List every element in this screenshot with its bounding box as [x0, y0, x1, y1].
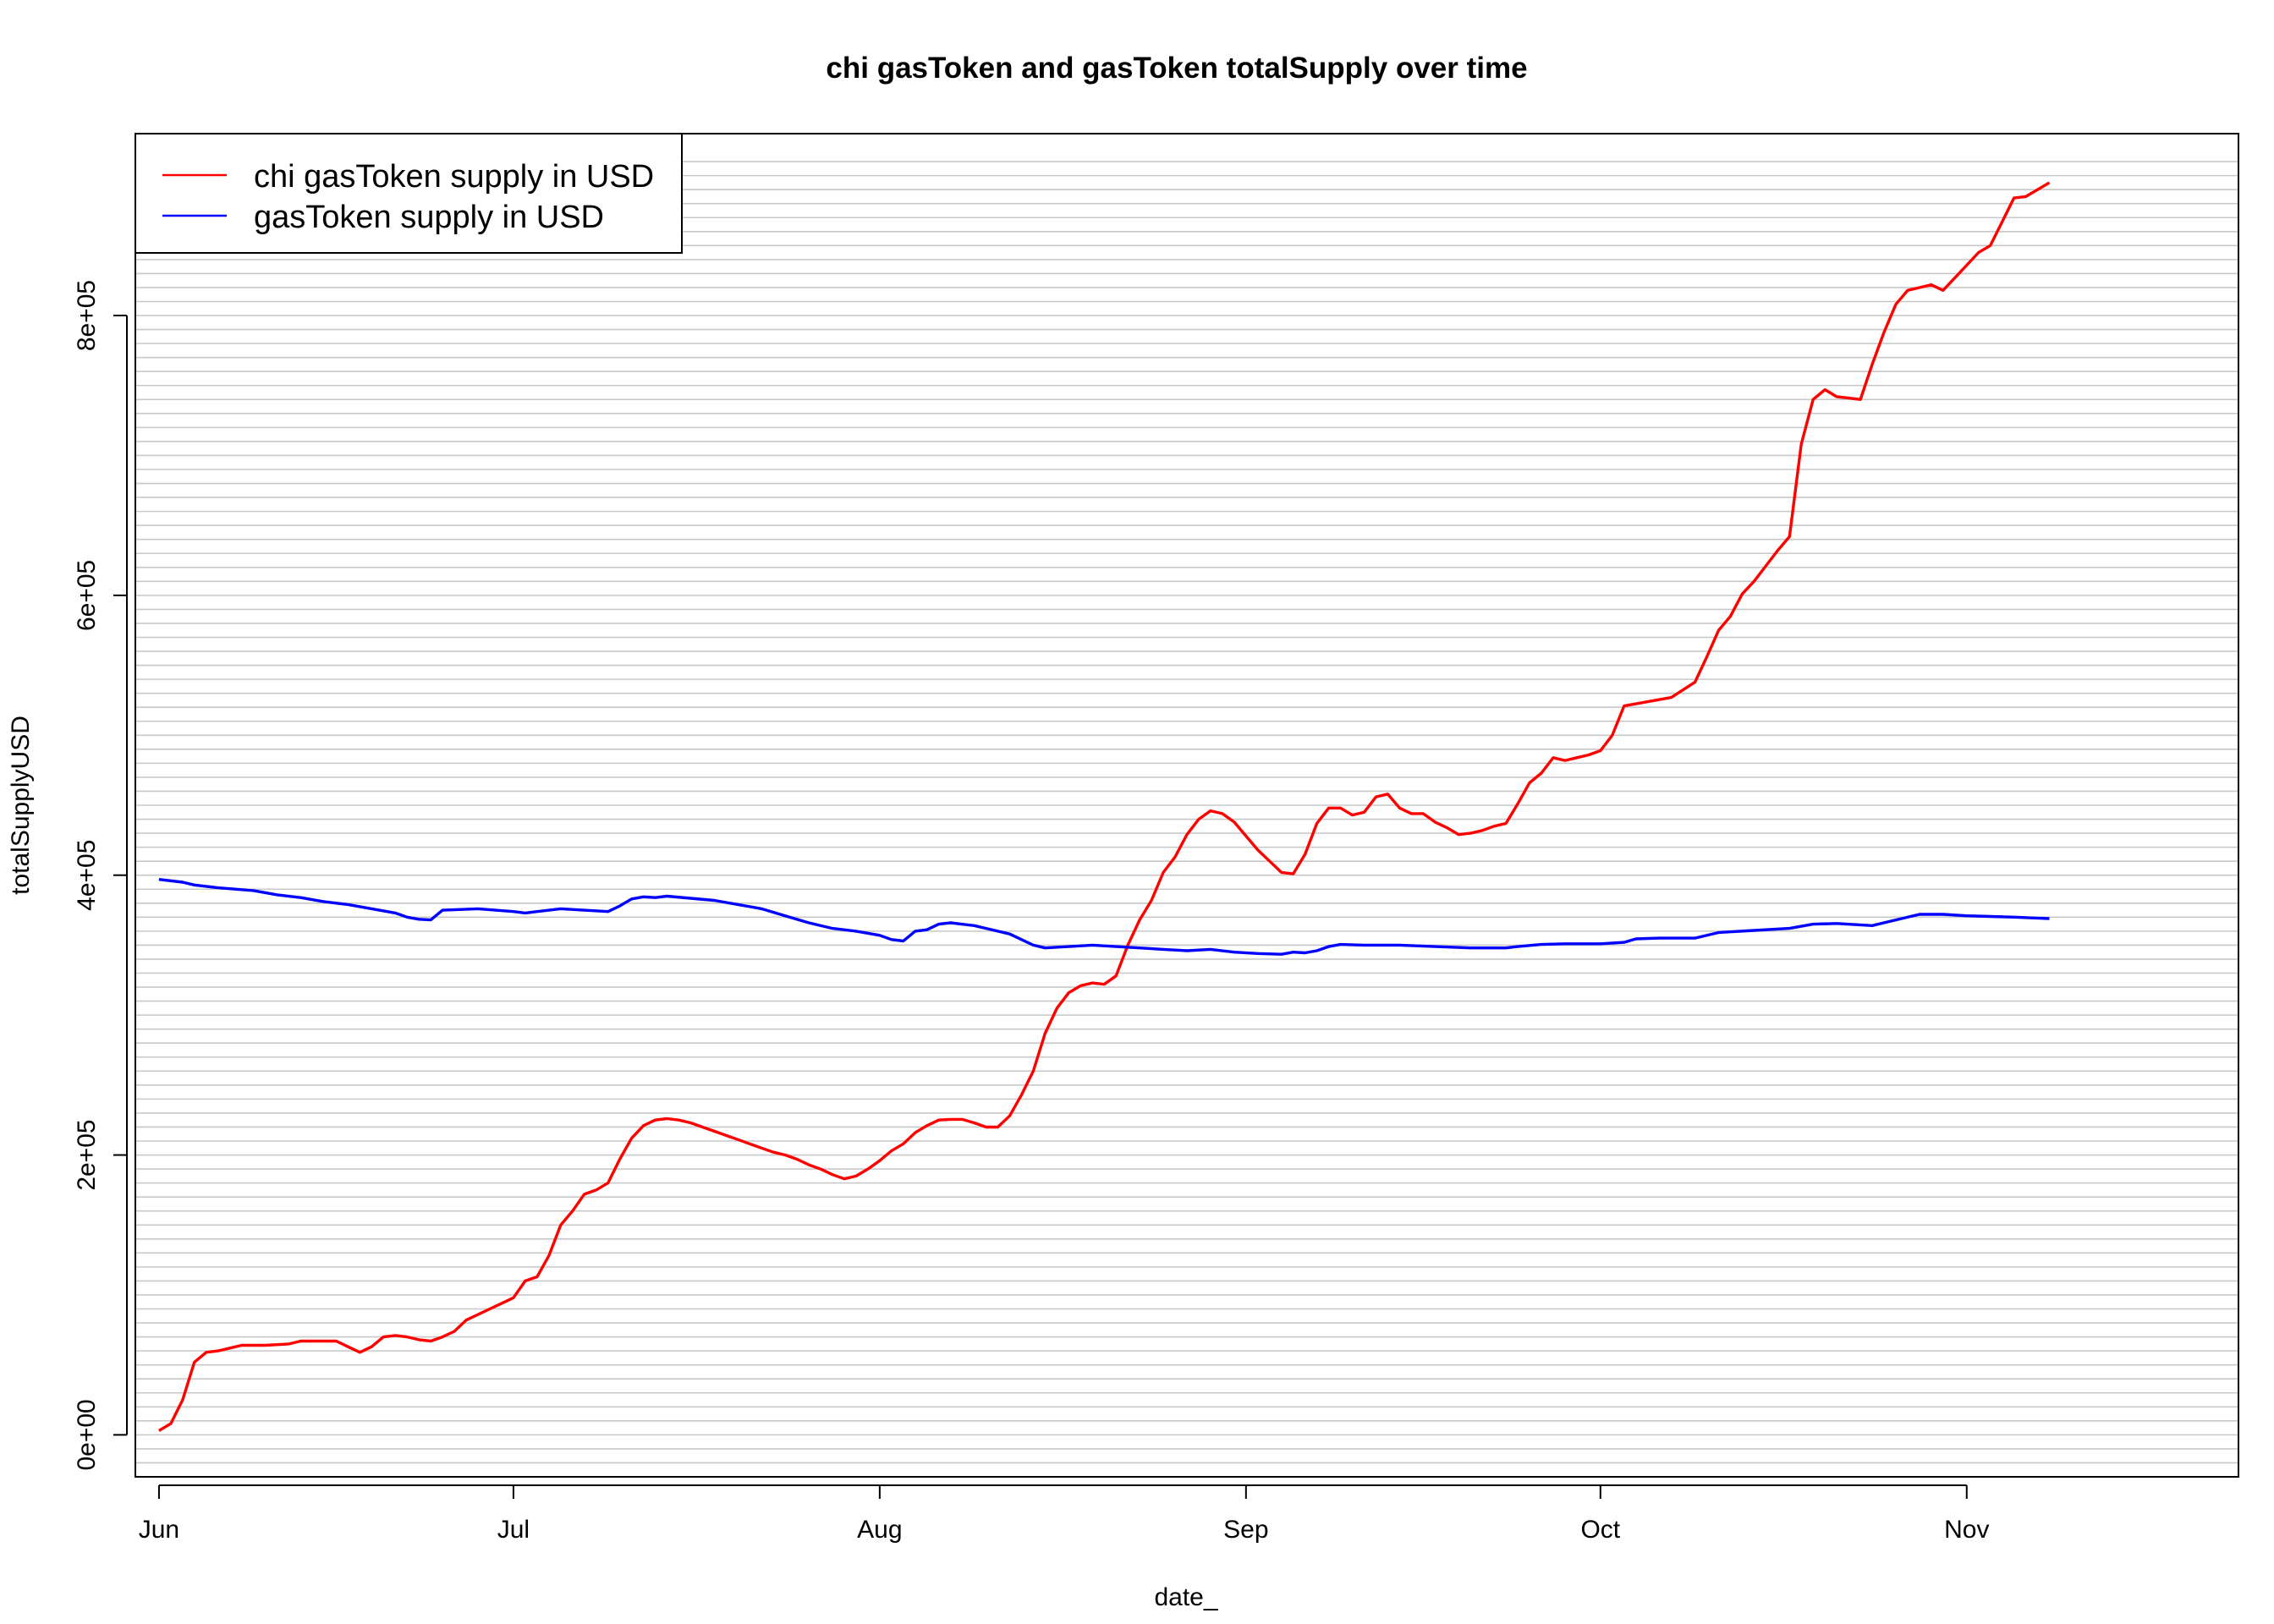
plot-frame	[135, 133, 2239, 1478]
x-tick-label: Sep	[1223, 1516, 1268, 1544]
x-tick-label: Oct	[1580, 1516, 1620, 1544]
y-tick-label: 4e+05	[73, 840, 101, 911]
legend: chi gasToken supply in USD gasToken supp…	[135, 133, 683, 254]
x-tick-label: Jun	[139, 1516, 179, 1544]
y-tick-label: 0e+00	[73, 1399, 101, 1470]
x-axis: Jun Jul Aug Sep Oct Nov	[139, 1484, 1989, 1544]
chart-title: chi gasToken and gasToken totalSupply ov…	[826, 52, 1527, 85]
legend-label-chi-gastoken: chi gasToken supply in USD	[254, 159, 654, 195]
legend-box	[135, 133, 683, 254]
legend-label-gastoken: gasToken supply in USD	[254, 200, 604, 235]
y-tick-label: 8e+05	[73, 280, 101, 351]
y-axis-label: totalSupplyUSD	[7, 716, 35, 895]
series-layer	[158, 181, 2051, 1432]
y-tick-label: 6e+05	[73, 560, 101, 631]
x-axis-label: date_	[1154, 1583, 1218, 1611]
y-axis: 0e+00 2e+05 4e+05 6e+05 8e+05	[73, 280, 128, 1471]
y-tick-label: 2e+05	[73, 1119, 101, 1190]
x-tick-label: Nov	[1944, 1516, 1989, 1544]
x-tick-label: Jul	[497, 1516, 530, 1544]
x-tick-label: Aug	[857, 1516, 902, 1544]
series-line-0	[158, 181, 2051, 1432]
gridlines	[135, 161, 2238, 1464]
series-line-1	[158, 878, 2050, 956]
